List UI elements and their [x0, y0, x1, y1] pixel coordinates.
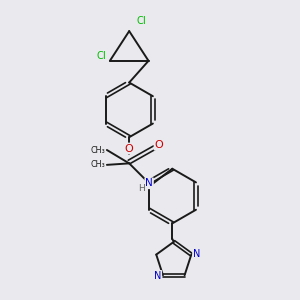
Text: O: O: [125, 143, 134, 154]
Text: Cl: Cl: [96, 51, 106, 62]
Text: N: N: [145, 178, 153, 188]
Text: CH₃: CH₃: [91, 146, 105, 154]
Text: O: O: [154, 140, 163, 150]
Text: CH₃: CH₃: [91, 160, 105, 169]
Text: N: N: [154, 271, 161, 281]
Text: Cl: Cl: [137, 16, 147, 26]
Text: H: H: [138, 184, 145, 193]
Text: N: N: [193, 249, 200, 259]
